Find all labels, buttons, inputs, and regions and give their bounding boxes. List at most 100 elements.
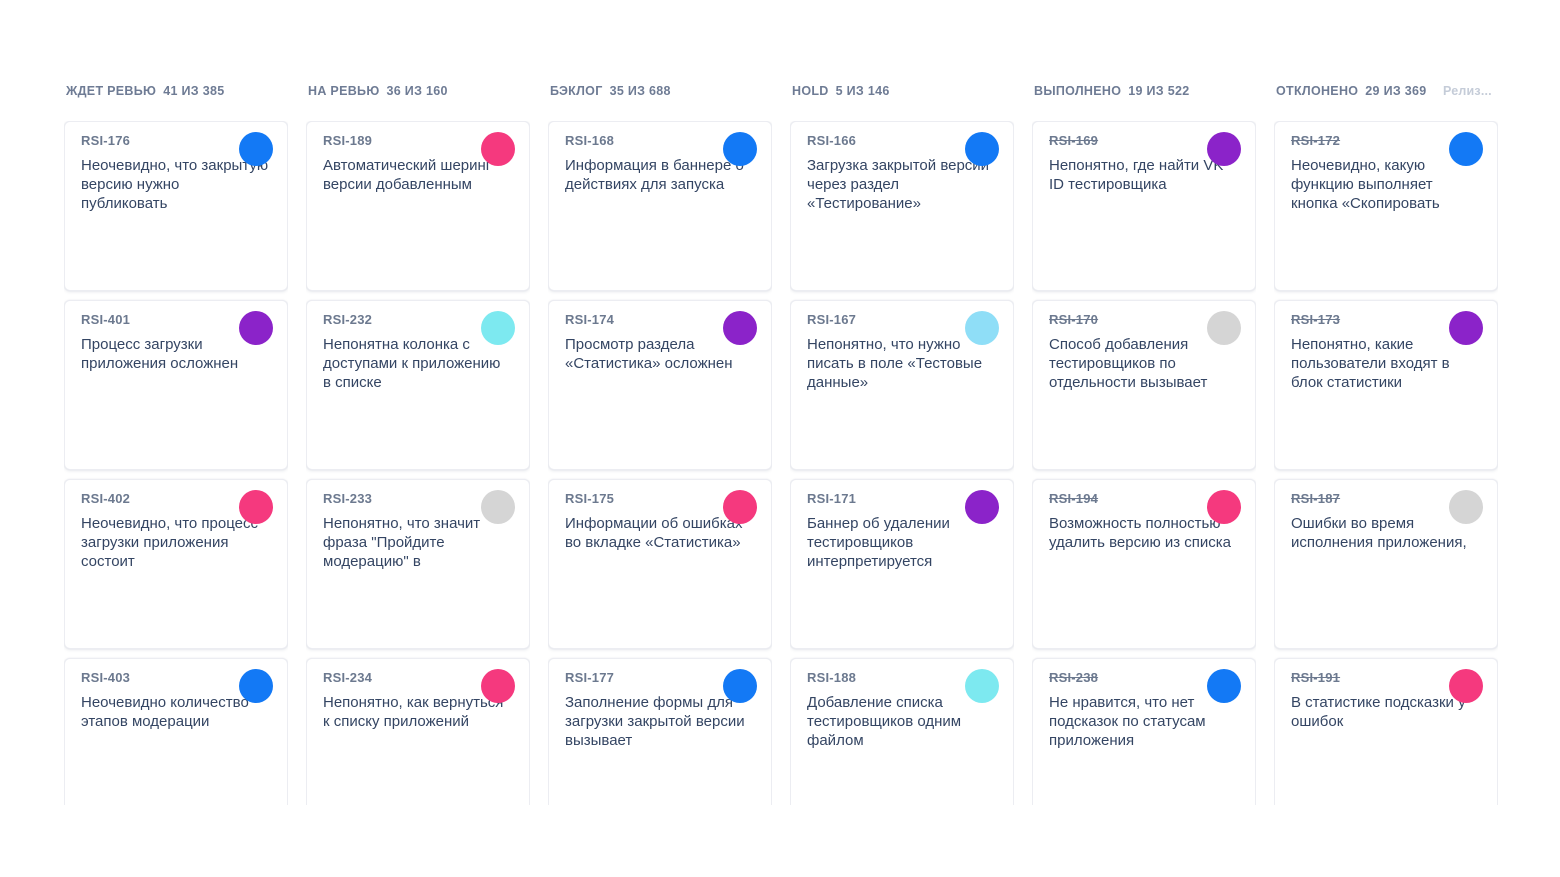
kanban-card[interactable]: RSI-172 Неочевидно, какую функцию выполн… [1274,121,1498,291]
column-count: 35 ИЗ 688 [609,84,671,98]
assignee-avatar [1207,490,1241,524]
kanban-card[interactable]: RSI-188 Добавление списка тестировщиков … [790,658,1014,805]
column-title: ЖДЕТ РЕВЬЮ [66,84,157,98]
column-count: 29 ИЗ 369 [1365,84,1427,98]
kanban-card[interactable]: RSI-238 Не нравится, что нет подсказок п… [1032,658,1256,805]
kanban-card[interactable]: RSI-176 Неочевидно, что закрытую версию … [64,121,288,291]
column-cards: RSI-176 Неочевидно, что закрытую версию … [64,121,288,805]
kanban-card[interactable]: RSI-171 Баннер об удалении тестировщиков… [790,479,1014,649]
column-in-review: НА РЕВЬЮ 36 ИЗ 160 RSI-189 Автоматический… [306,84,530,805]
column-header: ВЫПОЛНЕНО 19 ИЗ 522 [1034,84,1256,99]
card-id: RSI-188 [807,670,857,685]
card-id: RSI-169 [1049,133,1099,148]
assignee-avatar [965,669,999,703]
column-title: ОТКЛОНЕНО [1276,84,1359,98]
kanban-card[interactable]: RSI-174 Просмотр раздела «Статистика» ос… [548,300,772,470]
card-title: Способ добавления тестировщиков по отдел… [1049,336,1208,391]
card-title: Непонятна колонка с доступами к приложен… [323,336,501,391]
card-id: RSI-174 [565,312,615,327]
column-title-release-truncated: Релиз... [1443,84,1492,98]
assignee-avatar [723,669,757,703]
assignee-avatar [481,490,515,524]
card-title: Неочевидно количество этапов модерации [81,694,249,730]
card-title: Ошибки во время исполнения приложения, [1291,515,1467,551]
kanban-card[interactable]: RSI-191 В статистике подсказки у ошибок [1274,658,1498,805]
column-count: 5 ИЗ 146 [835,84,890,98]
column-cards: RSI-189 Автоматический шеринг версии доб… [306,121,530,805]
card-title: Заполнение формы для загрузки закрытой в… [565,694,745,749]
card-title: Непонятно, где найти VK ID тестировщика [1049,157,1224,193]
column-cards: RSI-168 Информация в баннере о действиях… [548,121,772,805]
kanban-card[interactable]: RSI-232 Непонятна колонка с доступами к … [306,300,530,470]
column-done: ВЫПОЛНЕНО 19 ИЗ 522 RSI-169 Непонятно, гд… [1032,84,1256,805]
card-title: Просмотр раздела «Статистика» осложнен [565,336,733,372]
card-title: Автоматический шеринг версии добавленным [323,157,492,193]
card-title: Непонятно, как вернуться к списку прилож… [323,694,504,730]
assignee-avatar [1207,132,1241,166]
assignee-avatar [239,311,273,345]
card-title: Добавление списка тестировщиков одним фа… [807,694,962,749]
column-header: ОТКЛОНЕНО 29 ИЗ 369 [1276,84,1498,99]
kanban-card[interactable]: RSI-402 Неочевидно, что процесс загрузки… [64,479,288,649]
column-title: HOLD [792,84,829,98]
card-title: Информации об ошибках во вкладке «Статис… [565,515,743,551]
column-cards: RSI-166 Загрузка закрытой версии через р… [790,121,1014,805]
card-title: Неочевидно, что процесс загрузки приложе… [81,515,259,570]
card-title: Не нравится, что нет подсказок по статус… [1049,694,1206,749]
assignee-avatar [239,490,273,524]
card-id: RSI-171 [807,491,857,506]
column-count: 19 ИЗ 522 [1128,84,1190,98]
card-id: RSI-234 [323,670,373,685]
kanban-card[interactable]: RSI-194 Возможность полностью удалить ве… [1032,479,1256,649]
card-id: RSI-403 [81,670,131,685]
kanban-card[interactable]: RSI-401 Процесс загрузки приложения осло… [64,300,288,470]
kanban-card[interactable]: RSI-169 Непонятно, где найти VK ID тести… [1032,121,1256,291]
kanban-board: ЖДЕТ РЕВЬЮ 41 ИЗ 385 RSI-176 Неочевидно, … [64,84,1498,805]
column-waiting-review: ЖДЕТ РЕВЬЮ 41 ИЗ 385 RSI-176 Неочевидно, … [64,84,288,805]
assignee-avatar [239,132,273,166]
card-title: Процесс загрузки приложения осложнен [81,336,239,372]
card-title: В статистике подсказки у ошибок [1291,694,1466,730]
kanban-card[interactable]: RSI-233 Непонятно, что значит фраза "Про… [306,479,530,649]
column-cards: RSI-172 Неочевидно, какую функцию выполн… [1274,121,1498,805]
card-id: RSI-191 [1291,670,1341,685]
assignee-avatar [1449,132,1483,166]
card-title: Неочевидно, какую функцию выполняет кноп… [1291,157,1440,212]
card-id: RSI-177 [565,670,615,685]
assignee-avatar [723,490,757,524]
kanban-card[interactable]: RSI-177 Заполнение формы для загрузки за… [548,658,772,805]
kanban-card[interactable]: RSI-173 Непонятно, какие пользователи вх… [1274,300,1498,470]
card-title: Неочевидно, что закрытую версию нужно пу… [81,157,269,212]
kanban-card[interactable]: RSI-234 Непонятно, как вернуться к списк… [306,658,530,805]
assignee-avatar [965,311,999,345]
card-title: Информация в баннере о действиях для зап… [565,157,744,193]
card-id: RSI-189 [323,133,373,148]
kanban-card[interactable]: RSI-167 Непонятно, что нужно писать в по… [790,300,1014,470]
kanban-card[interactable]: RSI-170 Способ добавления тестировщиков … [1032,300,1256,470]
kanban-card[interactable]: RSI-166 Загрузка закрытой версии через р… [790,121,1014,291]
column-count: 41 ИЗ 385 [163,84,225,98]
card-title: Непонятно, что значит фраза "Пройдите мо… [323,515,481,570]
card-id: RSI-172 [1291,133,1341,148]
assignee-avatar [481,669,515,703]
kanban-card[interactable]: RSI-168 Информация в баннере о действиях… [548,121,772,291]
assignee-avatar [723,132,757,166]
kanban-card[interactable]: RSI-187 Ошибки во время исполнения прило… [1274,479,1498,649]
kanban-card[interactable]: RSI-403 Неочевидно количество этапов мод… [64,658,288,805]
assignee-avatar [723,311,757,345]
column-header: HOLD 5 ИЗ 146 [792,84,1014,99]
assignee-avatar [481,311,515,345]
kanban-card[interactable]: RSI-175 Информации об ошибках во вкладке… [548,479,772,649]
card-id: RSI-402 [81,491,131,506]
kanban-card[interactable]: RSI-189 Автоматический шеринг версии доб… [306,121,530,291]
column-header: НА РЕВЬЮ 36 ИЗ 160 [308,84,530,99]
assignee-avatar [1449,669,1483,703]
column-count: 36 ИЗ 160 [386,84,448,98]
column-header: БЭКЛОГ 35 ИЗ 688 [550,84,772,99]
card-id: RSI-168 [565,133,615,148]
assignee-avatar [965,490,999,524]
card-id: RSI-194 [1049,491,1099,506]
card-id: RSI-166 [807,133,857,148]
assignee-avatar [1449,490,1483,524]
